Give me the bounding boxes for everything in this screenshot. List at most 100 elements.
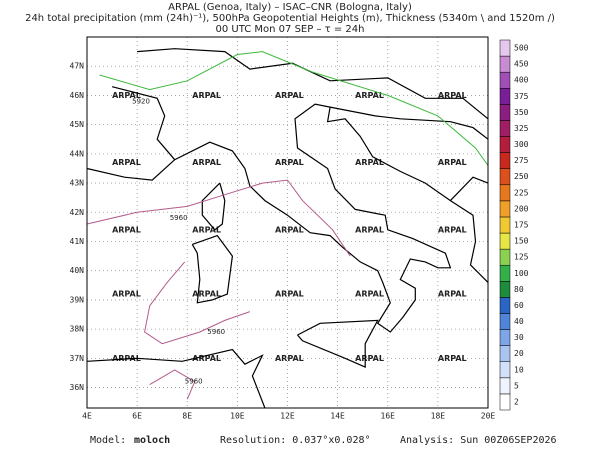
colorbar-label: 350 (514, 108, 529, 117)
watermark: ARPAL (192, 158, 221, 167)
watermark: ARPAL (112, 225, 141, 234)
lat-label: 36N (70, 383, 85, 392)
coastline (329, 106, 489, 140)
colorbar-label: 325 (514, 124, 529, 133)
analysis: Analysis: Sun 00Z06SEP2026 (400, 435, 557, 446)
lon-label: 18E (431, 412, 446, 421)
header-line: 24h total precipitation (mm (24h)⁻¹), 50… (25, 13, 555, 24)
colorbar-box (499, 232, 511, 250)
colorbar-box (499, 152, 511, 169)
coastline (111, 86, 176, 161)
watermark: ARPAL (355, 158, 384, 167)
resolution: Resolution: 0.037°x0.028° (220, 435, 371, 446)
colorbar-box (499, 297, 511, 314)
colorbar-box (499, 184, 511, 202)
colorbar-label: 80 (514, 285, 524, 294)
map-frame (86, 36, 489, 409)
lon-label: 8E (182, 412, 192, 421)
colorbar-box (499, 71, 511, 89)
lat-label: 44N (70, 149, 85, 158)
watermark: ARPAL (192, 225, 221, 234)
contour-label: 5960 (185, 378, 203, 386)
model-name: moloch (134, 435, 170, 446)
coastline (449, 176, 489, 202)
watermark: ARPAL (438, 91, 467, 100)
lon-label: 6E (132, 412, 142, 421)
colorbar-box (499, 345, 511, 362)
contour-line (86, 179, 351, 257)
watermark: ARPAL (355, 91, 384, 100)
colorbar-box (499, 104, 511, 121)
watermark: ARPAL (112, 290, 141, 299)
colorbar-box (499, 313, 511, 330)
watermark: ARPAL (112, 158, 141, 167)
header-line: 00 UTC Mon 07 SEP – τ = 24h (216, 24, 365, 35)
coastline (191, 234, 234, 304)
coastline (297, 319, 379, 369)
watermark: ARPAL (192, 354, 221, 363)
colorbar: 2 5 10 20 30 40 60 80 100 125 150 175 200 225 250 275 30… (499, 39, 529, 411)
watermark: ARPAL (192, 290, 221, 299)
lat-label: 37N (70, 354, 85, 363)
colorbar-box (499, 361, 511, 379)
colorbar-box (499, 216, 511, 234)
map: 36N 37N 38N 39N 40N 41N 42N 43N 44N 45N 46N 47N 4E 6E… (70, 36, 496, 421)
lat-label: 45N (70, 120, 85, 129)
colorbar-label: 150 (514, 237, 529, 246)
colorbar-box (499, 200, 511, 218)
watermark: ARPAL (275, 91, 304, 100)
colorbar-box (499, 88, 511, 105)
colorbar-label: 30 (514, 333, 524, 342)
contour-line (99, 51, 489, 166)
watermark: ARPAL (355, 354, 384, 363)
lat-label: 39N (70, 295, 85, 304)
colorbar-label: 2 (514, 397, 519, 406)
colorbar-label: 40 (514, 317, 524, 326)
contour-label: 5960 (170, 214, 188, 222)
colorbar-label: 200 (514, 204, 529, 213)
lat-label: 42N (70, 208, 85, 217)
watermark: ARPAL (355, 290, 384, 299)
coastline (86, 348, 266, 409)
colorbar-box (499, 248, 511, 266)
colorbar-label: 450 (514, 60, 529, 69)
watermark: ARPAL (438, 225, 467, 234)
header-line: ARPAL (Genoa, Italy) – ISAC–CNR (Bologna… (168, 2, 412, 13)
lon-label: 12E (280, 412, 295, 421)
lat-label: 40N (70, 266, 85, 275)
lon-label: 10E (230, 412, 245, 421)
watermark: ARPAL (438, 290, 467, 299)
lon-label: 14E (330, 412, 345, 421)
watermark: ARPAL (355, 225, 384, 234)
colorbar-box (499, 264, 511, 282)
contour-label: 5960 (207, 328, 225, 336)
colorbar-box (499, 393, 511, 411)
coastline (86, 103, 489, 333)
lat-label: 41N (70, 237, 85, 246)
contour-label: 5920 (132, 97, 150, 105)
colorbar-label: 60 (514, 301, 524, 310)
colorbar-label: 5 (514, 381, 519, 390)
contour-line (144, 261, 251, 345)
colorbar-box (499, 120, 511, 137)
colorbar-label: 400 (514, 76, 529, 85)
colorbar-label: 375 (514, 92, 529, 101)
colorbar-box (499, 168, 511, 186)
colorbar-label: 250 (514, 172, 529, 181)
coastline (201, 182, 226, 231)
lon-label: 4E (82, 412, 92, 421)
colorbar-label: 225 (514, 188, 529, 197)
colorbar-label: 10 (514, 365, 524, 374)
watermark: ARPAL (438, 354, 467, 363)
lat-label: 38N (70, 325, 85, 334)
watermark: ARPAL (275, 225, 304, 234)
lat-label: 46N (70, 91, 85, 100)
lon-label: 20E (481, 412, 496, 421)
colorbar-box (499, 136, 511, 153)
lat-label: 47N (70, 62, 85, 71)
watermark: ARPAL (275, 158, 304, 167)
colorbar-box (499, 281, 511, 298)
watermark: ARPAL (438, 158, 467, 167)
lat-label: 43N (70, 179, 85, 188)
